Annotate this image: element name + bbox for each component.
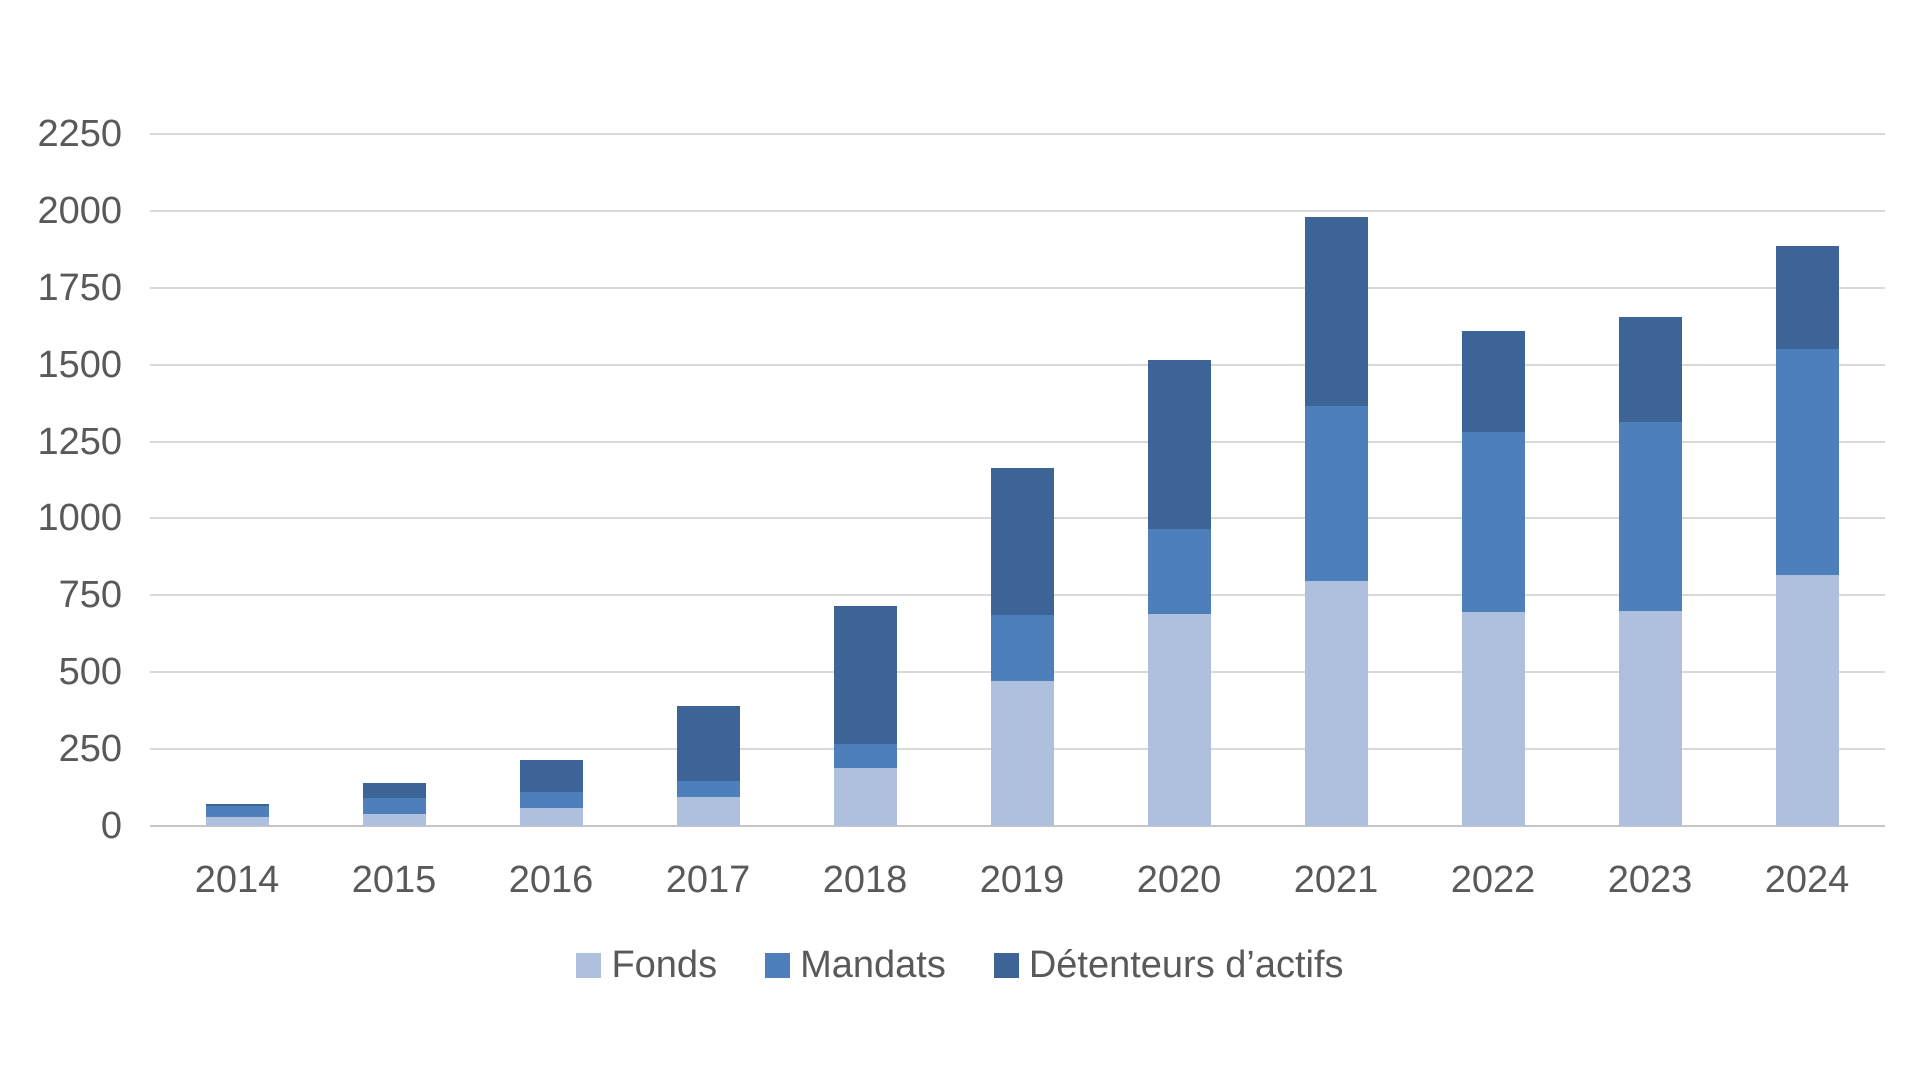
- bar-2014-detenteurs-d-actifs: [205, 804, 269, 806]
- bar-2016-mandats: [519, 792, 583, 808]
- x-tick-label-2015: 2015: [351, 859, 437, 901]
- bar-2015-detenteurs-d-actifs: [362, 782, 426, 799]
- legend-item-mandats: Mandats: [765, 942, 946, 988]
- bar-2023-detenteurs-d-actifs: [1618, 316, 1682, 422]
- y-tick-label-0: 0: [100, 805, 122, 847]
- x-tick-label-2022: 2022: [1450, 859, 1536, 901]
- bar-2016-fonds: [519, 807, 583, 826]
- legend: Fonds Mandats Détenteurs d’actifs: [0, 942, 1920, 988]
- bar-2021-fonds: [1304, 581, 1368, 826]
- x-tick-label-2020: 2020: [1136, 859, 1222, 901]
- bar-2023-fonds: [1618, 610, 1682, 826]
- legend-swatch-detenteurs-d-actifs: [993, 952, 1019, 978]
- bar-2020-mandats: [1147, 529, 1211, 614]
- bar-2023-mandats: [1618, 421, 1682, 611]
- bar-2022-detenteurs-d-actifs: [1461, 330, 1525, 433]
- x-tick-label-2017: 2017: [665, 859, 751, 901]
- bar-2019-detenteurs-d-actifs: [990, 467, 1054, 616]
- bar-2019-mandats: [990, 615, 1054, 682]
- bar-2017-detenteurs-d-actifs: [676, 706, 740, 782]
- y-tick-label-1750: 1750: [37, 266, 122, 309]
- bar-2021-mandats: [1304, 406, 1368, 582]
- legend-swatch-fonds: [576, 952, 602, 978]
- gridline-1750: [150, 286, 1885, 289]
- bar-2018-fonds: [833, 767, 897, 826]
- legend-label-detenteurs-d-actifs: Détenteurs d’actifs: [1028, 944, 1344, 986]
- x-tick-label-2014: 2014: [194, 859, 280, 901]
- bar-2018-mandats: [833, 744, 897, 768]
- y-tick-label-2250: 2250: [37, 113, 122, 155]
- bar-2015-mandats: [362, 798, 426, 814]
- gridline-1250: [150, 440, 1885, 443]
- bar-2017-mandats: [676, 781, 740, 797]
- y-tick-label-2000: 2000: [37, 189, 122, 232]
- x-tick-label-2018: 2018: [822, 859, 908, 901]
- y-tick-label-250: 250: [58, 728, 122, 771]
- y-tick-label-1000: 1000: [37, 497, 122, 540]
- x-tick-label-2021: 2021: [1293, 859, 1379, 901]
- bar-2024-detenteurs-d-actifs: [1775, 246, 1839, 350]
- y-tick-label-500: 500: [58, 651, 122, 694]
- x-tick-label-2016: 2016: [508, 859, 594, 901]
- bar-2022-fonds: [1461, 612, 1525, 826]
- bar-2016-detenteurs-d-actifs: [519, 759, 583, 793]
- bar-2020-fonds: [1147, 613, 1211, 826]
- gridline-2000: [150, 209, 1885, 212]
- gridline-2250: [150, 133, 1885, 135]
- bar-2021-detenteurs-d-actifs: [1304, 217, 1368, 407]
- y-tick-label-750: 750: [58, 574, 122, 617]
- y-tick-label-1500: 1500: [37, 343, 122, 386]
- bar-2020-detenteurs-d-actifs: [1147, 360, 1211, 530]
- y-tick-label-1250: 1250: [37, 420, 122, 463]
- legend-item-fonds: Fonds: [576, 942, 717, 988]
- gridline-1500: [150, 363, 1885, 366]
- x-tick-label-2019: 2019: [979, 859, 1065, 901]
- legend-swatch-mandats: [765, 952, 791, 978]
- legend-item-detenteurs-d-actifs: Détenteurs d’actifs: [993, 942, 1344, 988]
- x-axis-line: [150, 825, 1885, 827]
- bar-2015-fonds: [362, 813, 426, 826]
- legend-label-fonds: Fonds: [611, 944, 718, 986]
- x-tick-label-2023: 2023: [1607, 859, 1693, 901]
- bar-2019-fonds: [990, 681, 1054, 826]
- legend-label-mandats: Mandats: [800, 944, 946, 986]
- bar-2024-mandats: [1775, 349, 1839, 576]
- x-tick-label-2024: 2024: [1764, 859, 1850, 901]
- bar-2014-fonds: [205, 816, 269, 826]
- bar-2017-fonds: [676, 796, 740, 826]
- bar-2024-fonds: [1775, 575, 1839, 826]
- bar-2022-mandats: [1461, 432, 1525, 613]
- bar-2018-detenteurs-d-actifs: [833, 606, 897, 745]
- bar-2014-mandats: [205, 806, 269, 817]
